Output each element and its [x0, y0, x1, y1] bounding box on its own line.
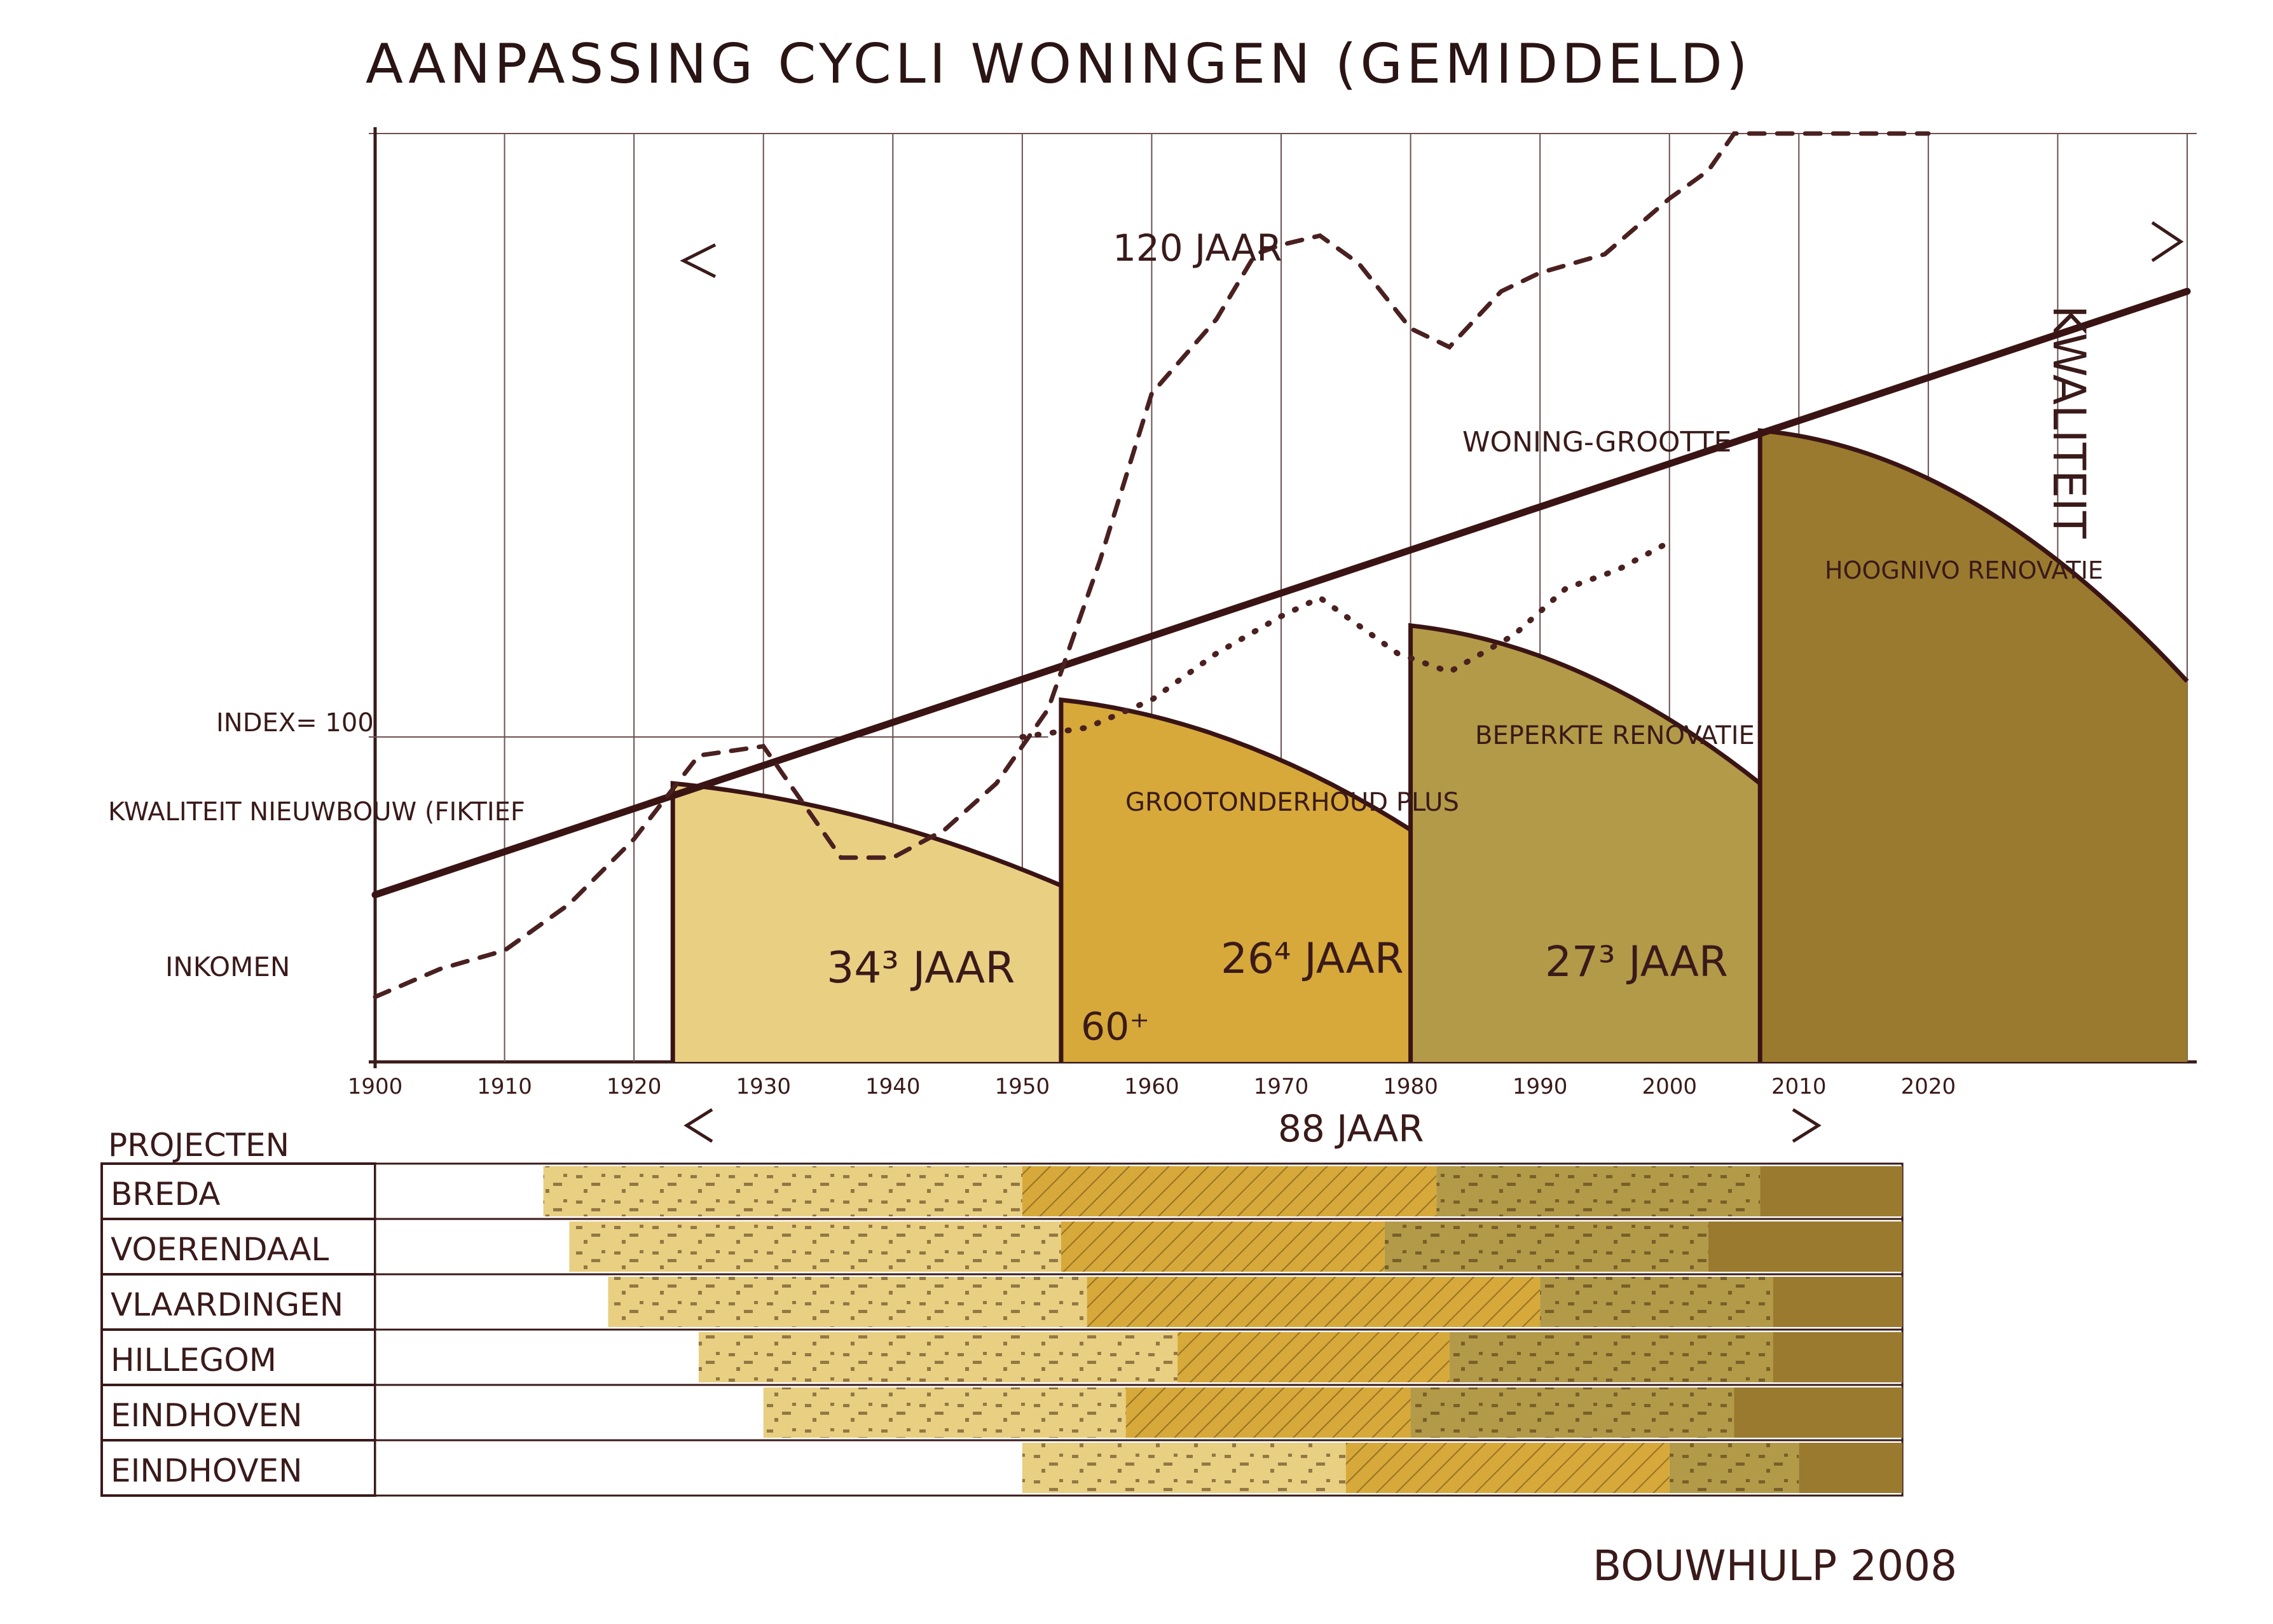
phase-edge-2 [1059, 697, 1412, 1062]
project-segment-speckle [1669, 1443, 1799, 1493]
project-segment-speckle [1449, 1332, 1773, 1382]
project-label-cell [100, 1218, 376, 1276]
cycle-1-label: 34³ JAAR [827, 943, 1015, 993]
project-segment-hatch [1087, 1277, 1541, 1327]
series-line-2 [373, 131, 1931, 1000]
project-segment-hatch [1125, 1387, 1411, 1438]
inkomen-label: INKOMEN [165, 951, 290, 982]
project-row-label: VOERENDAAL [111, 1231, 329, 1268]
project-segment [1734, 1387, 1903, 1438]
phase-area-1 [673, 783, 1061, 1062]
x-tick-label: 2020 [1901, 1074, 1956, 1099]
x-tick-label: 1970 [1254, 1074, 1309, 1099]
x-tick-label: 1910 [477, 1074, 532, 1099]
signature: BOUWHULP 2008 [1593, 1541, 1957, 1590]
left-arrow-icon [680, 243, 717, 279]
woninggrootte-label: WONING-GROOTTE [1462, 426, 1731, 458]
project-segment-speckle [569, 1221, 1061, 1272]
phase-areas [670, 428, 2189, 1062]
phase-area-4 [1760, 430, 2187, 1062]
series-lines [371, 131, 2191, 1000]
phase-edge-4 [1757, 428, 2189, 1062]
right-arrow-icon [1792, 1108, 1822, 1143]
project-row-label: VLAARDINGEN [111, 1286, 343, 1323]
project-segment [1708, 1221, 1903, 1272]
x-tick-label: 1980 [1383, 1074, 1438, 1099]
project-segment-speckle [1410, 1387, 1734, 1438]
x-tick-label: 1950 [995, 1074, 1050, 1099]
phase-area-2 [1061, 699, 1411, 1062]
phase-area-3 [1410, 625, 1761, 1062]
project-segment [1773, 1332, 1903, 1382]
phase-edge-3 [1408, 623, 1762, 1062]
x-tick-label: 1990 [1513, 1074, 1568, 1099]
series-line-1 [371, 287, 2191, 898]
project-segment-hatch [1061, 1221, 1385, 1272]
project-segment-hatch [1178, 1332, 1450, 1382]
x-tick-label: 1920 [607, 1074, 662, 1099]
x-tick-label: 1900 [348, 1074, 403, 1099]
projects-title: PROJECTEN [108, 1127, 289, 1164]
project-segment [1760, 1166, 1903, 1216]
phase-4-label: HOOGNIVO RENOVATIE [1825, 556, 2103, 584]
project-segment-speckle [543, 1166, 1022, 1216]
phase-3-label: BEPERKTE RENOVATIE [1475, 721, 1755, 750]
phase-2-label: GROOTONDERHOUD PLUS [1125, 788, 1459, 817]
chart-title: AANPASSING CYCLI WONINGEN (GEMIDDELD) [366, 32, 1751, 96]
project-label-cell [100, 1384, 376, 1442]
project-segment-hatch [1345, 1443, 1670, 1493]
x-tick-label: 2010 [1771, 1074, 1827, 1099]
project-segment-hatch [1022, 1166, 1437, 1216]
projects-table: PROJECTEN BREDA VOERENDAAL VLAARDINGEN HILLE… [100, 1127, 1904, 1497]
series-line-3 [1019, 539, 1673, 740]
x-tick-label: 1940 [865, 1074, 921, 1099]
project-row-label: BREDA [111, 1176, 220, 1213]
project-segment [1799, 1443, 1903, 1493]
project-label-cell [100, 1328, 376, 1386]
phase-edge-1 [670, 781, 1062, 1062]
span-120-label: 120 JAAR [1113, 226, 1282, 270]
project-row-label: EINDHOVEN [111, 1397, 303, 1434]
project-segment-speckle [1540, 1277, 1773, 1327]
index-label: INDEX= 100 [216, 708, 374, 738]
cycle-3-label: 27³ JAAR [1545, 937, 1728, 986]
kwaliteit-vertical-label: KWALITEIT [2043, 305, 2095, 539]
project-row-label: HILLEGOM [111, 1342, 277, 1379]
left-arrow-icon [683, 1108, 713, 1143]
project-row-label: EINDHOVEN [111, 1452, 303, 1489]
x-tick-labels: 1900 1910 1920 1930 1940 1950 1960 1970 1980 1990… [348, 1074, 1956, 1099]
project-segment-speckle [1022, 1443, 1346, 1493]
project-segment-speckle [1436, 1166, 1761, 1216]
project-segment-speckle [698, 1332, 1178, 1382]
x-tick-label: 2000 [1642, 1074, 1697, 1099]
project-segment-speckle [763, 1387, 1126, 1438]
x-tick-label: 1930 [736, 1074, 791, 1099]
cycle-1-sub-label: 60⁺ [1081, 1005, 1150, 1049]
right-arrow-icon [2151, 221, 2184, 263]
project-segment-speckle [608, 1277, 1087, 1327]
span-88-label: 88 JAAR [1278, 1107, 1424, 1150]
project-segment [1773, 1277, 1903, 1327]
cycle-2-label: 26⁴ JAAR [1221, 934, 1404, 983]
kwaliteit-label: KWALITEIT NIEUWBOUW (FIKTIEF [108, 797, 525, 827]
x-tick-label: 1960 [1124, 1074, 1179, 1099]
project-segment-speckle [1384, 1221, 1708, 1272]
